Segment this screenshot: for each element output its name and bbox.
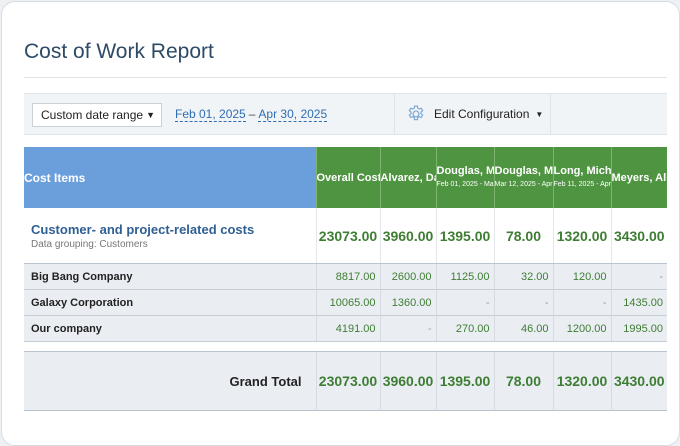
column-header-name: Long, Michelle	[553, 165, 611, 177]
cost-items-header: Cost Items	[24, 147, 316, 208]
toolbar-divider	[394, 94, 395, 134]
table-spacer	[24, 341, 667, 352]
edit-configuration-button[interactable]: Edit Configuration ▼	[406, 102, 543, 126]
column-header-name: Douglas, Mike	[436, 165, 494, 177]
column-header-name: Overall Cost ($)	[316, 171, 380, 184]
column-header-name: Meyers, Allison	[611, 171, 667, 184]
cost-table: Cost Items Overall Cost ($) Alvarez, Dan…	[24, 147, 667, 411]
row-value: -	[493, 289, 553, 316]
row-value: -	[435, 289, 494, 316]
table-row: Our company 4191.00 - 270.00 46.00 1200.…	[24, 315, 667, 342]
date-separator: –	[248, 107, 256, 121]
group-value: 1395.00	[435, 208, 494, 264]
column-header-name: Alvarez, Daniel	[380, 171, 436, 184]
row-value: -	[552, 289, 611, 316]
column-header[interactable]: Overall Cost ($)	[315, 147, 380, 208]
grand-total-label: Grand Total	[24, 351, 316, 411]
row-value: 1435.00	[610, 289, 667, 316]
row-value: 1200.00	[552, 315, 611, 342]
date-from-link[interactable]: Feb 01, 2025	[175, 107, 246, 122]
date-range: Feb 01, 2025– Apr 30, 2025	[175, 107, 328, 122]
group-value: 3960.00	[379, 208, 436, 264]
page-title: Cost of Work Report	[24, 40, 214, 63]
column-header[interactable]: Meyers, Allison	[610, 147, 667, 208]
column-header[interactable]: Douglas, Mike Feb 01, 2025 - Mar 11, 202…	[435, 147, 494, 208]
edit-configuration-label: Edit Configuration	[434, 107, 530, 121]
column-header-period: Feb 11, 2025 - Apr 30, 2025	[553, 181, 611, 188]
group-label-cell: Customer- and project-related costs Data…	[24, 208, 316, 264]
table-row: Galaxy Corporation 10065.00 1360.00 - - …	[24, 289, 667, 316]
date-to-link[interactable]: Apr 30, 2025	[258, 107, 328, 122]
group-data-grouping: Data grouping: Customers	[31, 238, 148, 250]
row-value: 32.00	[493, 263, 553, 290]
row-value: 8817.00	[315, 263, 380, 290]
toolbar-divider	[550, 94, 551, 134]
column-header[interactable]: Long, Michelle Feb 11, 2025 - Apr 30, 20…	[552, 147, 611, 208]
column-header-name: Douglas, Mike	[494, 165, 553, 177]
row-value: -	[610, 263, 667, 290]
row-value: 1360.00	[379, 289, 436, 316]
grand-total-row: Grand Total 23073.00 3960.00 1395.00 78.…	[24, 351, 667, 411]
row-value: 2600.00	[379, 263, 436, 290]
row-value: 10065.00	[315, 289, 380, 316]
row-label: Big Bang Company	[24, 263, 316, 290]
column-header-period: Mar 12, 2025 - Apr 30, 2025	[494, 181, 553, 188]
table-row: Big Bang Company 8817.00 2600.00 1125.00…	[24, 263, 667, 290]
row-value: 120.00	[552, 263, 611, 290]
group-value: 78.00	[493, 208, 553, 264]
row-value: 4191.00	[315, 315, 380, 342]
group-value: 3430.00	[610, 208, 667, 264]
column-header[interactable]: Alvarez, Daniel	[379, 147, 436, 208]
report-toolbar: Custom date range ▼ Feb 01, 2025– Apr 30,…	[24, 93, 667, 135]
row-value: 1995.00	[610, 315, 667, 342]
group-value: 23073.00	[315, 208, 380, 264]
column-header[interactable]: Douglas, Mike Mar 12, 2025 - Apr 30, 202…	[493, 147, 553, 208]
row-value: 1125.00	[435, 263, 494, 290]
caret-down-icon: ▼	[146, 110, 155, 120]
grand-total-value: 78.00	[493, 351, 553, 411]
row-value: -	[379, 315, 436, 342]
gear-icon	[408, 105, 424, 121]
caret-down-icon: ▼	[535, 109, 544, 119]
group-row: Customer- and project-related costs Data…	[24, 208, 667, 264]
date-range-select-value: Custom date range	[41, 108, 144, 122]
grand-total-value: 1320.00	[552, 351, 611, 411]
row-value: 270.00	[435, 315, 494, 342]
grand-total-value: 3430.00	[610, 351, 667, 411]
group-name[interactable]: Customer- and project-related costs	[31, 221, 255, 237]
column-header-period: Feb 01, 2025 - Mar 11, 2025	[436, 181, 494, 188]
row-label: Galaxy Corporation	[24, 289, 316, 316]
grand-total-value: 3960.00	[379, 351, 436, 411]
group-value: 1320.00	[552, 208, 611, 264]
grand-total-value: 1395.00	[435, 351, 494, 411]
date-range-select[interactable]: Custom date range ▼	[32, 103, 162, 127]
grand-total-value: 23073.00	[315, 351, 380, 411]
row-label: Our company	[24, 315, 316, 342]
row-value: 46.00	[493, 315, 553, 342]
table-header-row: Cost Items Overall Cost ($) Alvarez, Dan…	[24, 147, 667, 208]
title-divider	[24, 77, 667, 78]
